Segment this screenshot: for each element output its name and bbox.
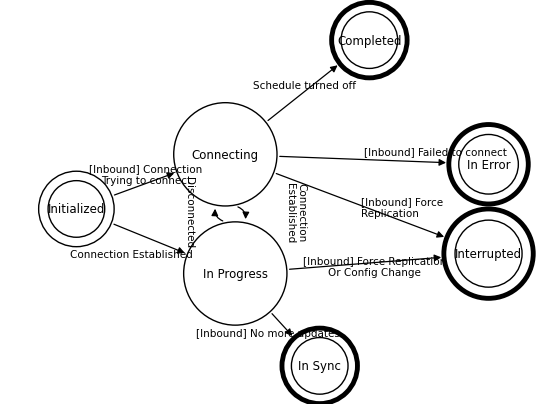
Text: In Error: In Error bbox=[467, 158, 510, 171]
Circle shape bbox=[38, 172, 114, 247]
Text: Completed: Completed bbox=[337, 34, 402, 47]
Text: [Inbound] Failed to connect: [Inbound] Failed to connect bbox=[364, 147, 507, 157]
Text: In Progress: In Progress bbox=[203, 267, 268, 280]
Circle shape bbox=[174, 103, 277, 207]
Text: [Inbound] Force
Replication: [Inbound] Force Replication bbox=[361, 197, 443, 218]
Text: Interrupted: Interrupted bbox=[455, 247, 522, 260]
Text: Schedule turned off: Schedule turned off bbox=[253, 81, 356, 91]
Circle shape bbox=[444, 209, 533, 298]
Circle shape bbox=[331, 3, 407, 79]
Circle shape bbox=[449, 125, 528, 205]
Circle shape bbox=[282, 328, 358, 404]
Text: Connection Established: Connection Established bbox=[70, 249, 192, 259]
Text: [Inbound] No more updates: [Inbound] No more updates bbox=[196, 328, 340, 338]
Text: [Inbound] Force Replication
Or Config Change: [Inbound] Force Replication Or Config Ch… bbox=[302, 256, 446, 278]
Text: Connecting: Connecting bbox=[192, 149, 259, 162]
Text: [Inbound] Connection
Trying to connect: [Inbound] Connection Trying to connect bbox=[89, 164, 203, 185]
Text: Disconnected: Disconnected bbox=[184, 177, 194, 248]
Text: In Sync: In Sync bbox=[299, 360, 341, 373]
Text: Connection
Established: Connection Established bbox=[285, 182, 306, 243]
Text: Initialized: Initialized bbox=[48, 203, 105, 216]
Circle shape bbox=[184, 222, 287, 325]
